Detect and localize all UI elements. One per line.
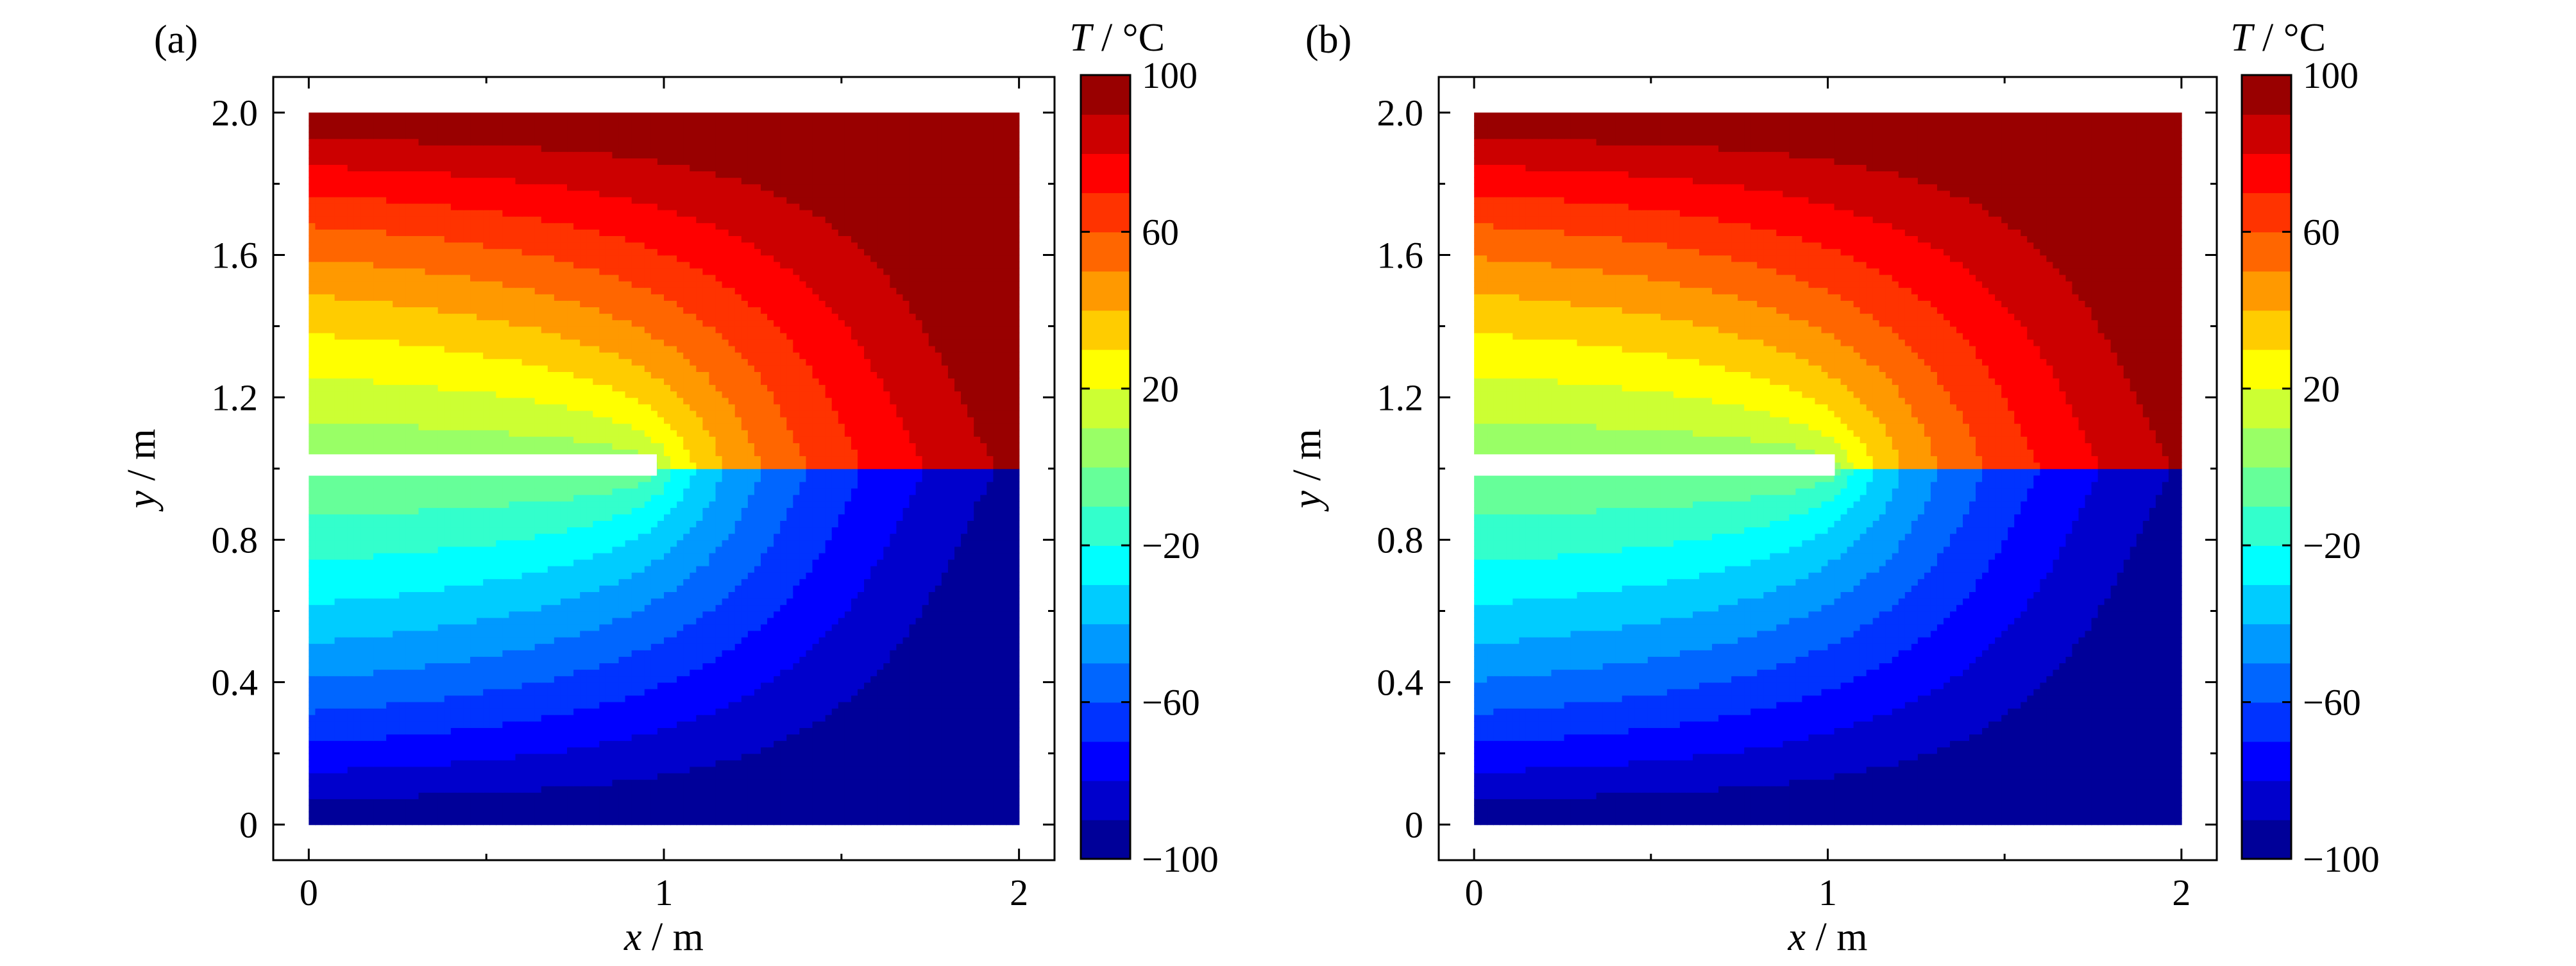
x-axis-label: x / m — [1788, 915, 1868, 959]
colorbar-segment — [2242, 428, 2291, 468]
colorbar-tick-label: −60 — [2303, 682, 2361, 724]
x-tick-label: 2 — [2172, 872, 2190, 913]
y-tick-label: 0 — [239, 804, 258, 846]
colorbar-segment — [1081, 114, 1130, 154]
colorbar-segment — [2242, 702, 2291, 742]
x-tick-label: 1 — [1818, 872, 1837, 913]
y-tick-label: 2.0 — [212, 92, 258, 134]
colorbar-segment — [2242, 153, 2291, 193]
y-axis-label: y / m — [120, 429, 164, 513]
colorbar-segment — [1081, 232, 1130, 271]
colorbar-tick-label: 60 — [1142, 211, 1179, 253]
colorbar-segment — [1081, 192, 1130, 232]
colorbar-tick-label: 100 — [2303, 55, 2359, 96]
colorbar-segment — [2242, 781, 2291, 820]
colorbar-segment — [1081, 545, 1130, 585]
colorbar-segment — [2242, 663, 2291, 703]
y-tick-label: 0 — [1405, 804, 1423, 846]
colorbar-segment — [1081, 781, 1130, 820]
crack-slit — [307, 454, 657, 475]
panel-label: (b) — [1305, 18, 1352, 62]
colorbar-segment — [2242, 350, 2291, 389]
colorbar-segment — [1081, 820, 1130, 860]
colorbar-segment — [1081, 741, 1130, 781]
colorbar-tick-label: 20 — [1142, 368, 1179, 410]
colorbar-segment — [1081, 75, 1130, 115]
x-tick-label: 2 — [1010, 872, 1028, 913]
colorbar-segment — [2242, 467, 2291, 507]
colorbar-segment — [2242, 741, 2291, 781]
y-tick-label: 0.4 — [1377, 662, 1424, 704]
colorbar-segment — [1081, 271, 1130, 311]
colorbar-segment — [2242, 820, 2291, 860]
colorbar-segment — [2242, 271, 2291, 311]
colorbar-segment — [2242, 584, 2291, 624]
colorbar-tick-label: 20 — [2303, 368, 2340, 410]
y-tick-label: 1.2 — [1377, 377, 1424, 419]
colorbar-segment — [1081, 623, 1130, 663]
colorbar-tick-label: −60 — [1142, 682, 1200, 724]
colorbar-segment — [2242, 310, 2291, 350]
x-tick-label: 0 — [300, 872, 318, 913]
colorbar-tick-label: 60 — [2303, 211, 2340, 253]
colorbar-segment — [1081, 350, 1130, 389]
y-tick-label: 0.8 — [212, 520, 258, 561]
y-tick-label: 1.6 — [212, 235, 258, 276]
colorbar-segment — [1081, 467, 1130, 507]
colorbar-segment — [1081, 310, 1130, 350]
colorbar-segment — [2242, 389, 2291, 428]
colorbar-segment — [2242, 545, 2291, 585]
colorbar-segment — [1081, 389, 1130, 428]
colorbar-segment — [2242, 623, 2291, 663]
y-tick-label: 1.6 — [1377, 235, 1424, 276]
y-tick-label: 0.8 — [1377, 520, 1424, 561]
panel-label: (a) — [154, 18, 198, 62]
colorbar-segment — [1081, 506, 1130, 546]
colorbar-segment — [2242, 75, 2291, 115]
colorbar-tick-label: −20 — [2303, 525, 2361, 566]
colorbar-segment — [1081, 153, 1130, 193]
colorbar-segment — [2242, 114, 2291, 154]
y-axis-label: y / m — [1285, 429, 1329, 513]
y-tick-label: 0.4 — [212, 662, 258, 704]
y-tick-label: 2.0 — [1377, 92, 1424, 134]
x-tick-label: 1 — [655, 872, 674, 913]
colorbar-title: T / °C — [2230, 16, 2326, 60]
colorbar-tick-label: −100 — [1142, 838, 1219, 880]
colorbar-segment — [2242, 232, 2291, 271]
colorbar-tick-label: −100 — [2303, 838, 2380, 880]
colorbar-segment — [2242, 192, 2291, 232]
y-tick-label: 1.2 — [212, 377, 258, 419]
colorbar-segment — [1081, 428, 1130, 468]
colorbar-tick-label: 100 — [1142, 55, 1198, 96]
colorbar-segment — [1081, 663, 1130, 703]
colorbar-segment — [1081, 702, 1130, 742]
x-axis-label: x / m — [623, 915, 704, 959]
colorbar-title: T / °C — [1069, 16, 1165, 60]
crack-slit — [1473, 454, 1835, 475]
x-tick-label: 0 — [1465, 872, 1484, 913]
colorbar-segment — [2242, 506, 2291, 546]
colorbar-tick-label: −20 — [1142, 525, 1200, 566]
colorbar-segment — [1081, 584, 1130, 624]
